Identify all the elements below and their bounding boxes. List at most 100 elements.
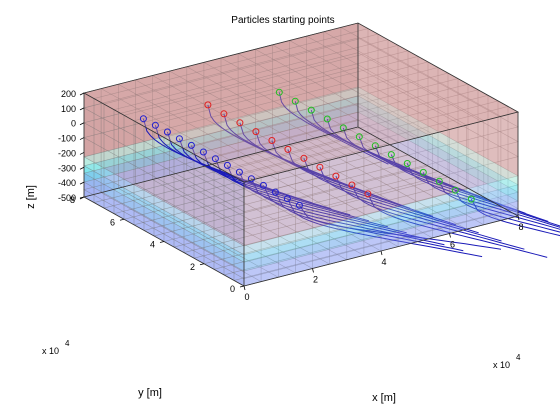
z-tick-label-7: -500 (58, 193, 76, 203)
grid-top-y-14 (103, 33, 379, 105)
z-tick-6 (79, 181, 85, 185)
start-marker-1-10 (364, 190, 372, 198)
grid-bot-y-14 (103, 137, 379, 209)
y-tick-label-3: 6 (110, 217, 115, 227)
grid-top-x-15 (340, 27, 502, 117)
z-tick-5 (79, 166, 85, 170)
x-exponent-label: x 10 (493, 360, 510, 370)
y-tick-2 (159, 241, 165, 243)
x-tick-0 (243, 285, 246, 291)
grid-top-x-14 (323, 31, 484, 122)
start-marker-2-7 (387, 151, 395, 159)
z-tick-label-5: -300 (58, 163, 76, 173)
start-marker-0-13 (295, 201, 303, 209)
x-tick-4 (517, 215, 520, 221)
y-exponent-label: x 10 (42, 346, 59, 356)
grid-bot-y-15 (93, 132, 369, 203)
y-tick-label-1: 2 (190, 262, 195, 272)
y-tick-1 (199, 263, 205, 266)
z-tick-label-3: -100 (58, 134, 76, 144)
grid-top-y-11 (133, 50, 409, 122)
x-tick-3 (449, 233, 451, 238)
layer-side-3 (358, 103, 518, 202)
x-tick-label-3: 6 (450, 240, 455, 250)
start-marker-1-2 (236, 119, 244, 127)
trajectory-0-3 (178, 138, 313, 204)
grid-top-x-12 (289, 40, 450, 130)
layer-front-3 (244, 192, 518, 272)
layer-side-1 (358, 86, 518, 185)
grid-bot-x-10 (255, 153, 416, 243)
start-marker-0-6 (211, 155, 219, 163)
grid-top-x-13 (306, 35, 467, 126)
x-tick-2 (380, 250, 383, 256)
start-marker-1-5 (284, 145, 292, 153)
trajectory-2-9 (422, 172, 560, 228)
grid-bot-y-8 (163, 171, 439, 242)
trajectory-0-4 (190, 145, 332, 210)
box-edge-6 (83, 126, 359, 198)
start-marker-2-0 (275, 88, 283, 96)
layer-front-1 (244, 175, 518, 255)
start-marker-1-6 (300, 154, 308, 162)
trajectory-1-8 (335, 175, 502, 242)
y-tick-label-2: 4 (150, 240, 155, 250)
start-marker-2-12 (467, 195, 475, 203)
grid-bot-x-9 (237, 157, 399, 247)
start-marker-2-1 (291, 97, 299, 105)
start-marker-1-1 (220, 110, 228, 118)
y-exponent-power: 4 (65, 339, 70, 348)
grid-bot-x-14 (323, 135, 484, 226)
x-tick-label-2: 4 (381, 257, 386, 267)
trajectory-1-3 (255, 131, 388, 201)
trajectory-2-12 (470, 198, 560, 237)
z-tick-label-2: 0 (71, 119, 76, 129)
z-tick-label-1: 100 (61, 104, 76, 114)
layer-side-2 (358, 95, 518, 193)
start-marker-0-12 (283, 195, 291, 203)
layer-front-0 (244, 112, 518, 246)
start-marker-1-7 (316, 163, 324, 171)
y-tick-3 (119, 218, 125, 221)
start-marker-2-8 (403, 160, 411, 167)
start-marker-1-9 (348, 181, 356, 189)
z-tick-1 (79, 107, 85, 111)
grid-top-y-8 (163, 67, 439, 138)
trajectory-1-5 (287, 149, 434, 217)
start-marker-0-9 (247, 175, 255, 183)
grid-top-y-9 (153, 61, 429, 133)
z-axis-label: z [m] (25, 185, 37, 209)
trajectory-1-7 (319, 167, 479, 234)
start-marker-0-2 (163, 128, 171, 136)
trajectory-1-10 (367, 193, 548, 258)
grid-top-x-11 (272, 44, 433, 135)
grid-top-x-9 (237, 53, 399, 143)
x-tick-1 (312, 268, 314, 273)
z-tick-label-0: 200 (61, 89, 76, 99)
chart-title: Particles starting points (231, 15, 334, 26)
trajectory-2-8 (406, 163, 560, 227)
start-marker-2-9 (419, 168, 427, 176)
trajectory-2-5 (358, 136, 503, 206)
axes: 200 100 0 -100 -200 -300 -400 -500 0 2 4 6 8 0 2 4 6 8 (58, 22, 524, 302)
start-marker-2-3 (323, 115, 331, 123)
start-marker-0-4 (187, 141, 195, 149)
start-marker-0-3 (175, 135, 183, 143)
x-tick-label-4: 8 (518, 222, 523, 232)
grid-top-x-10 (255, 49, 416, 139)
start-marker-0-11 (271, 188, 279, 196)
grid-bot-y-9 (153, 165, 429, 237)
trajectory-0-6 (214, 158, 370, 222)
start-marker-1-0 (204, 101, 212, 109)
start-marker-1-4 (268, 137, 276, 144)
start-marker-0-8 (235, 168, 243, 176)
x-tick-label-1: 2 (313, 275, 318, 285)
grid-top-y-15 (93, 28, 369, 99)
start-marker-0-0 (139, 115, 147, 123)
start-marker-0-10 (259, 181, 267, 189)
trajectory-2-0 (278, 92, 389, 165)
y-tick-0 (239, 285, 245, 288)
grid-bot-x-13 (306, 139, 467, 230)
